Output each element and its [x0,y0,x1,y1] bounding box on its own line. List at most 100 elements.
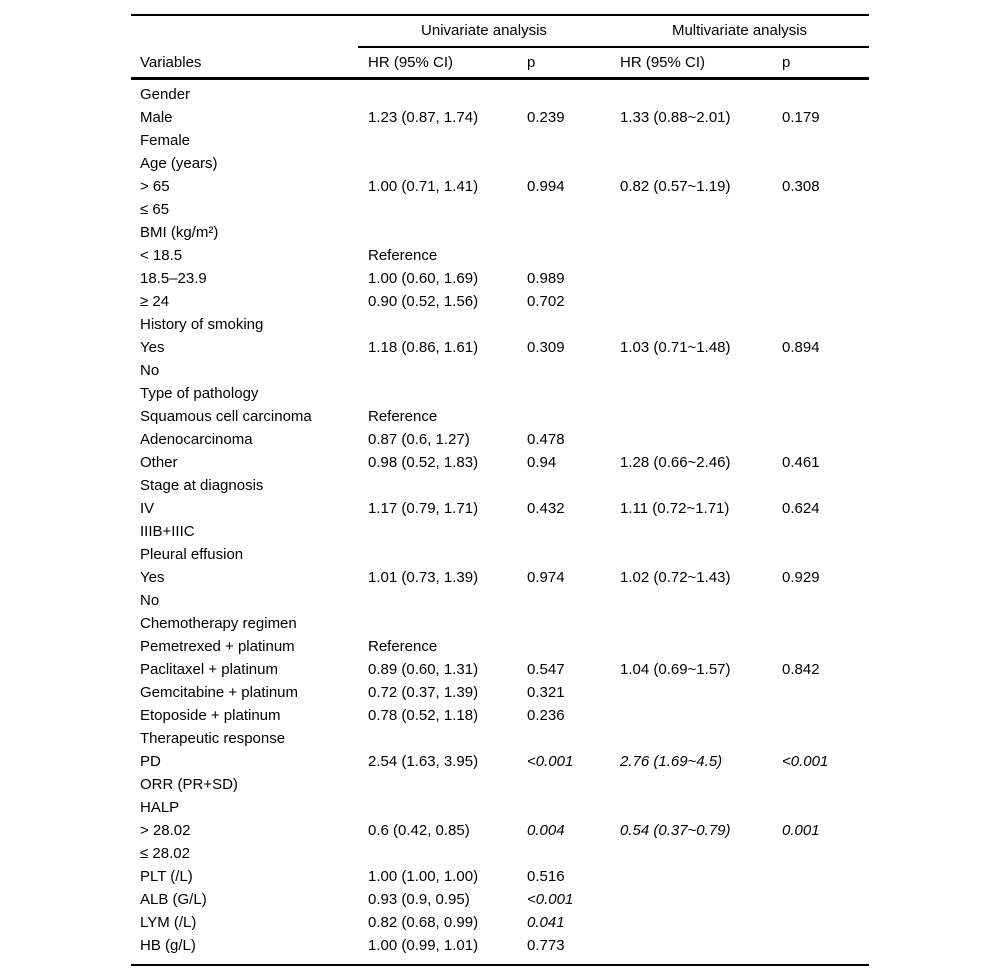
value-cell [772,888,869,911]
value-cell: 1.18 (0.86, 1.61) [368,339,479,356]
value-cell [358,612,517,635]
col-header-univariate-hr: HR (95% CI) [368,54,454,71]
table-row: HALP [131,796,869,819]
value-cell: 1.00 (0.99, 1.01) [368,937,479,954]
value-cell [772,83,869,106]
value-cell [610,428,772,451]
value-cell [610,704,772,727]
table-row: No [131,589,869,612]
value-cell [772,612,869,635]
value-cell [517,313,610,336]
value-cell [772,773,869,796]
table-body: Gender Male 1.23 (0.87, 1.74) 0.239 1.33 (0.… [131,80,869,964]
table-row: Pemetrexed + platinum Reference [131,635,869,658]
table-row: Therapeutic response [131,727,869,750]
variable-cell: ORR (PR+SD) [140,776,238,793]
value-cell [517,359,610,382]
table-row: > 65 1.00 (0.71, 1.41) 0.994 0.82 (0.57~1.1… [131,175,869,198]
value-cell [358,727,517,750]
value-cell: Reference [368,638,438,655]
value-cell [772,290,869,313]
value-cell: 0.432 [527,500,565,517]
value-cell [772,543,869,566]
value-cell [772,842,869,865]
value-cell: <0.001 [527,891,574,908]
table-header-group-row: Univariate analysis Multivariate analysi… [131,16,869,48]
variable-cell: No [140,362,160,379]
value-cell [610,83,772,106]
table-row: Adenocarcinoma 0.87 (0.6, 1.27) 0.478 [131,428,869,451]
value-cell [610,796,772,819]
value-cell [517,520,610,543]
value-cell [610,359,772,382]
table-row: Gender [131,83,869,106]
value-cell [517,543,610,566]
table-row: Pleural effusion [131,543,869,566]
table-row: History of smoking [131,313,869,336]
variable-cell: Yes [140,569,165,586]
value-cell [358,589,517,612]
value-cell [610,612,772,635]
value-cell: 0.179 [782,109,820,126]
value-cell: 0.309 [527,339,565,356]
value-cell [772,704,869,727]
table-row: < 18.5 Reference [131,244,869,267]
value-cell [358,83,517,106]
value-cell [358,474,517,497]
value-cell [772,382,869,405]
variable-cell: Therapeutic response [140,730,286,747]
value-cell: 0.894 [782,339,820,356]
variable-cell: Etoposide + platinum [140,707,281,724]
value-cell [610,773,772,796]
value-cell [358,520,517,543]
table-row: Yes 1.18 (0.86, 1.61) 0.309 1.03 (0.71~1.48… [131,336,869,359]
value-cell [517,405,610,428]
table-row: Squamous cell carcinoma Reference [131,405,869,428]
table-row: Paclitaxel + platinum 0.89 (0.60, 1.31) 0.… [131,658,869,681]
table-row: HB (g/L) 1.00 (0.99, 1.01) 0.773 [131,934,869,957]
value-cell: <0.001 [527,753,574,770]
value-cell: 0.87 (0.6, 1.27) [368,431,470,448]
value-cell [610,589,772,612]
value-cell [772,359,869,382]
value-cell [772,428,869,451]
value-cell [517,773,610,796]
variable-cell: Gender [140,86,191,103]
value-cell: 0.702 [527,293,565,310]
table-row: IIIB+IIIC [131,520,869,543]
value-cell [358,359,517,382]
value-cell [517,152,610,175]
value-cell [517,842,610,865]
value-cell [517,198,610,221]
variable-cell: Paclitaxel + platinum [140,661,278,678]
table-row: Stage at diagnosis [131,474,869,497]
value-cell: 0.93 (0.9, 0.95) [368,891,470,908]
variable-cell: ≥ 24 [140,293,170,310]
table-row: Yes 1.01 (0.73, 1.39) 0.974 1.02 (0.72~1.43… [131,566,869,589]
variable-cell: Pleural effusion [140,546,244,563]
value-cell [772,589,869,612]
value-cell [610,911,772,934]
value-cell [610,543,772,566]
value-cell [358,221,517,244]
value-cell [517,221,610,244]
table-row: LYM (/L) 0.82 (0.68, 0.99) 0.041 [131,911,869,934]
table-row: PLT (/L) 1.00 (1.00, 1.00) 0.516 [131,865,869,888]
value-cell: 0.54 (0.37~0.79) [620,822,731,839]
value-cell [610,221,772,244]
value-cell [772,911,869,934]
variable-cell: Adenocarcinoma [140,431,253,448]
value-cell: 0.98 (0.52, 1.83) [368,454,479,471]
value-cell: 1.01 (0.73, 1.39) [368,569,479,586]
value-cell: 0.6 (0.42, 0.85) [368,822,470,839]
value-cell [358,842,517,865]
table-row: No [131,359,869,382]
value-cell [610,382,772,405]
variable-cell: PD [140,753,161,770]
col-header-univariate-p: p [527,54,536,71]
table-row: 18.5–23.9 1.00 (0.60, 1.69) 0.989 [131,267,869,290]
value-cell: 0.89 (0.60, 1.31) [368,661,479,678]
value-cell [358,543,517,566]
univariate-analysis-header: Univariate analysis [358,16,610,48]
